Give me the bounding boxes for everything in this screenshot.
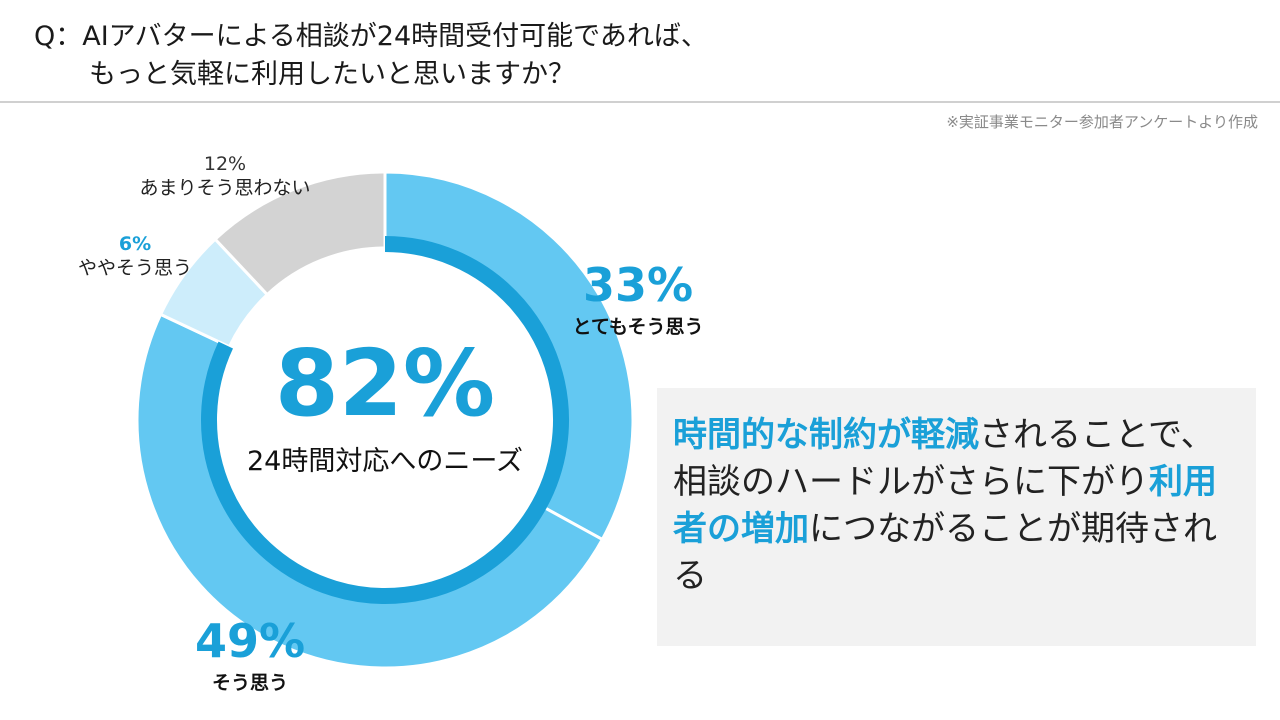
slice-value-very-agree: 33% [582,258,694,312]
center-percentage: 82% [274,330,496,437]
slice-category-somewhat-agree: ややそう思う [77,257,192,279]
slice-label-very-agree: 33% とてもそう思う [548,256,728,340]
question-line-1: Q：AIアバターによる相談が24時間受付可能であれば、 [34,21,708,52]
header-divider [0,101,1280,103]
inner-ring-arc [201,236,569,604]
source-note: ※実証事業モニター参加者アンケートより作成 [946,113,1258,131]
slice-category-agree: そう思う [211,672,288,694]
question-text: Q：AIアバターによる相談が24時間受付可能であれば、 もっと気軽に利用したいと… [34,18,1254,94]
slice-category-disagree: あまりそう思わない [139,177,311,199]
callout-segment-4: につながることが期待される [673,509,1217,596]
callout-segment-3: 利用者の増加 [673,462,1217,549]
callout-segment-1: 時間的な制約が軽減 [673,415,979,455]
callout-segment-2: されることで、相談のハードルがさらに下がり [673,415,1215,502]
slice-category-very-agree: とてもそう思う [572,316,704,338]
inner-ring [201,236,569,604]
donut-slice-disagree [213,170,387,297]
slice-label-agree: 49% そう思う [160,612,340,696]
slice-value-somewhat-agree: 6% [118,233,152,255]
slice-value-disagree: 12% [203,153,247,175]
center-caption: 24時間対応へのニーズ [246,446,523,477]
slice-value-agree: 49% [194,614,306,668]
question-line-2: もっと気軽に利用したいと思いますか？ [89,59,575,90]
slice-label-somewhat-agree: 6% ややそう思う [50,232,220,280]
callout-box: 時間的な制約が軽減されることで、相談のハードルがさらに下がり利用者の増加につなが… [657,388,1256,646]
slice-label-disagree: 12% あまりそう思わない [120,152,330,200]
